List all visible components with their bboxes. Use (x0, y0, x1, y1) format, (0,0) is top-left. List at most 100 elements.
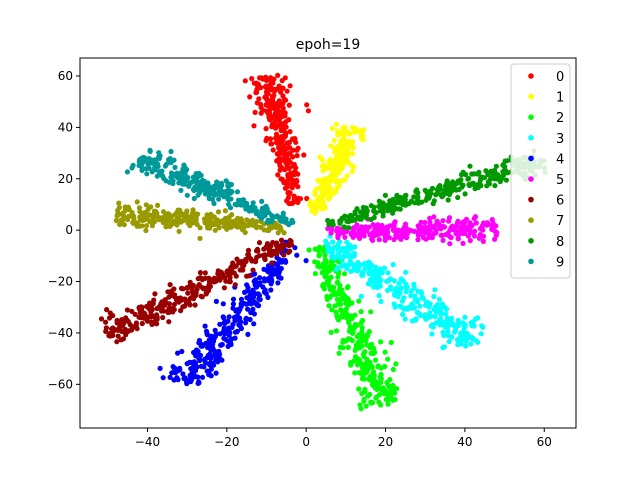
data-point (352, 347, 358, 353)
data-point (276, 274, 282, 280)
data-point (438, 226, 444, 232)
series-0 (242, 72, 311, 207)
data-point (190, 282, 196, 288)
data-point (248, 256, 254, 262)
data-point (321, 264, 327, 270)
data-point (226, 314, 232, 320)
data-point (348, 324, 354, 330)
data-point (197, 235, 203, 241)
data-point (336, 162, 343, 168)
data-point (344, 239, 350, 245)
x-tick-label: 20 (378, 435, 393, 449)
data-point (288, 170, 294, 176)
data-point (114, 320, 120, 326)
data-point (251, 123, 257, 129)
data-point (438, 306, 444, 312)
data-point (326, 283, 332, 289)
data-point (167, 282, 173, 288)
data-point (115, 333, 121, 339)
data-point (268, 75, 274, 81)
data-point (446, 215, 453, 221)
data-point (328, 329, 334, 335)
data-point (171, 286, 177, 292)
data-point (345, 284, 351, 290)
data-point (192, 302, 198, 308)
data-point (218, 270, 225, 276)
data-point (427, 301, 433, 307)
data-point (130, 213, 136, 219)
data-point (264, 219, 270, 225)
data-point (440, 218, 446, 224)
legend-marker (528, 196, 534, 203)
data-point (267, 276, 273, 282)
data-point (180, 304, 186, 310)
data-point (402, 221, 409, 227)
data-point (431, 293, 437, 300)
data-point (312, 210, 318, 216)
data-point (480, 227, 486, 233)
data-point (292, 179, 298, 185)
data-point (381, 265, 388, 271)
data-point (366, 329, 372, 335)
x-tick-label: −20 (214, 435, 239, 449)
data-point (160, 173, 166, 179)
data-point (291, 193, 297, 199)
series-5 (325, 214, 500, 247)
data-point (226, 201, 232, 207)
data-point (358, 309, 364, 315)
data-point (478, 331, 484, 337)
data-point (467, 224, 473, 231)
data-point (385, 356, 391, 362)
data-point (333, 266, 339, 273)
data-point (384, 380, 390, 386)
data-point (214, 179, 220, 185)
series-9 (124, 147, 296, 228)
data-point (329, 218, 335, 224)
data-point (350, 139, 356, 145)
data-point (160, 209, 167, 215)
data-point (440, 193, 446, 199)
data-point (409, 318, 415, 324)
data-point (192, 211, 198, 217)
data-point (431, 313, 437, 319)
data-point (174, 375, 180, 381)
data-point (269, 93, 275, 99)
data-point (209, 220, 215, 226)
data-point (403, 269, 409, 275)
data-point (192, 176, 198, 182)
data-point (232, 220, 238, 226)
data-point (217, 190, 223, 196)
data-point (468, 341, 474, 347)
data-point (122, 326, 128, 332)
data-point (250, 287, 256, 293)
data-point (349, 168, 355, 175)
data-point (270, 249, 276, 256)
data-point (340, 337, 346, 343)
data-point (269, 86, 275, 92)
data-point (312, 200, 318, 207)
data-point (358, 319, 364, 326)
data-point (280, 113, 286, 119)
data-point (276, 160, 283, 166)
data-point (165, 211, 171, 217)
data-point (276, 122, 282, 128)
data-point (230, 296, 237, 302)
data-point (278, 227, 284, 233)
data-point (304, 102, 310, 108)
data-point (159, 168, 165, 174)
data-point (349, 151, 356, 157)
data-point (279, 78, 285, 84)
data-point (378, 298, 384, 305)
data-point (338, 138, 344, 144)
data-point (396, 206, 402, 212)
data-point (275, 172, 281, 178)
data-point (243, 316, 249, 322)
data-point (497, 178, 503, 185)
data-point (385, 270, 391, 276)
data-point (431, 214, 437, 220)
data-point (188, 295, 194, 301)
data-point (238, 216, 244, 222)
data-point (456, 231, 462, 237)
data-point (492, 183, 498, 189)
data-point (357, 128, 363, 134)
